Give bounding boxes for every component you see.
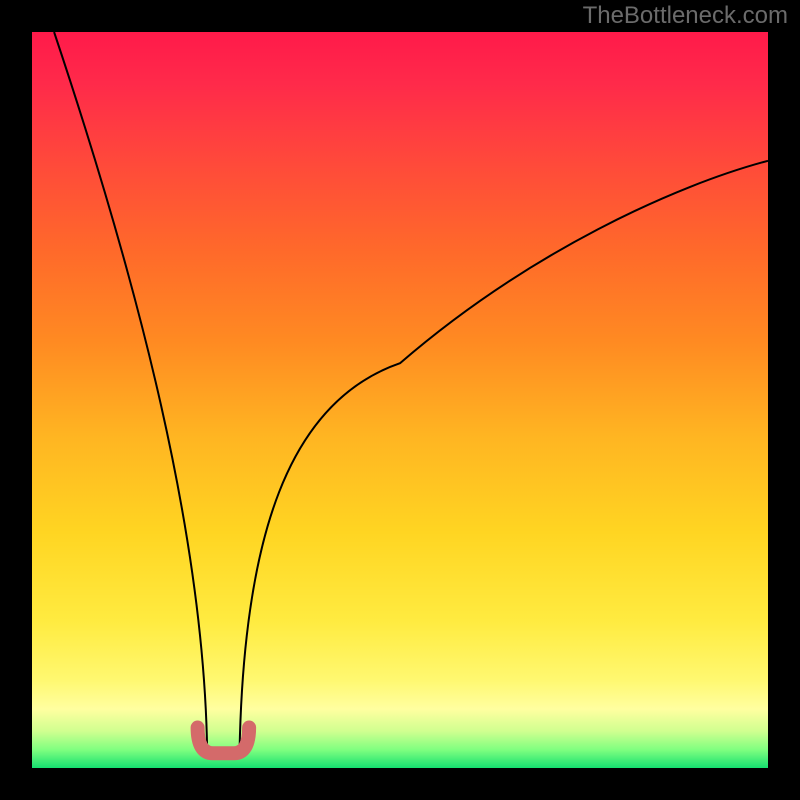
plot-background (32, 32, 768, 768)
chart-container: TheBottleneck.com (0, 0, 800, 800)
bottleneck-chart (0, 0, 800, 800)
watermark-text: TheBottleneck.com (583, 2, 788, 30)
